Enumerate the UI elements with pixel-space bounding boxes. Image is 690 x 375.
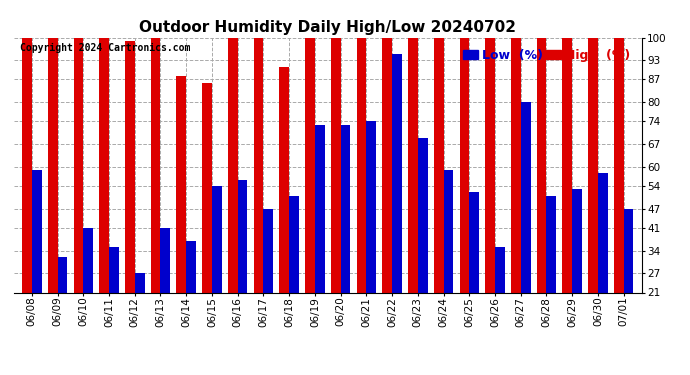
Bar <box>366 122 376 292</box>
Bar <box>331 38 341 292</box>
Bar <box>521 102 531 292</box>
Bar <box>74 38 83 292</box>
Text: Copyright 2024 Cartronics.com: Copyright 2024 Cartronics.com <box>20 43 190 52</box>
Bar <box>341 124 351 292</box>
Bar <box>289 196 299 292</box>
Bar <box>264 209 273 292</box>
Bar <box>511 38 521 292</box>
Bar <box>392 54 402 292</box>
Bar <box>357 38 366 292</box>
Bar <box>546 196 556 292</box>
Bar <box>588 38 598 292</box>
Bar <box>624 209 633 292</box>
Bar <box>228 38 237 292</box>
Bar <box>562 38 572 292</box>
Bar <box>109 247 119 292</box>
Bar <box>598 173 608 292</box>
Bar <box>32 170 41 292</box>
Bar <box>315 124 325 292</box>
Bar <box>237 180 248 292</box>
Bar <box>495 247 505 292</box>
Bar <box>177 76 186 292</box>
Bar <box>469 192 479 292</box>
Legend: Low  (%), High  (%): Low (%), High (%) <box>458 44 635 67</box>
Bar <box>254 38 264 292</box>
Bar <box>186 241 196 292</box>
Bar <box>279 66 289 292</box>
Title: Outdoor Humidity Daily High/Low 20240702: Outdoor Humidity Daily High/Low 20240702 <box>139 20 516 35</box>
Bar <box>125 41 135 292</box>
Bar <box>434 38 444 292</box>
Bar <box>57 257 68 292</box>
Bar <box>614 38 624 292</box>
Bar <box>161 228 170 292</box>
Bar <box>382 38 392 292</box>
Bar <box>444 170 453 292</box>
Bar <box>135 273 144 292</box>
Bar <box>202 83 212 292</box>
Bar <box>572 189 582 292</box>
Bar <box>305 38 315 292</box>
Bar <box>83 228 93 292</box>
Bar <box>212 186 221 292</box>
Bar <box>150 38 161 292</box>
Bar <box>99 38 109 292</box>
Bar <box>418 138 428 292</box>
Bar <box>537 38 546 292</box>
Bar <box>22 38 32 292</box>
Bar <box>48 38 57 292</box>
Bar <box>460 38 469 292</box>
Bar <box>408 38 418 292</box>
Bar <box>485 38 495 292</box>
